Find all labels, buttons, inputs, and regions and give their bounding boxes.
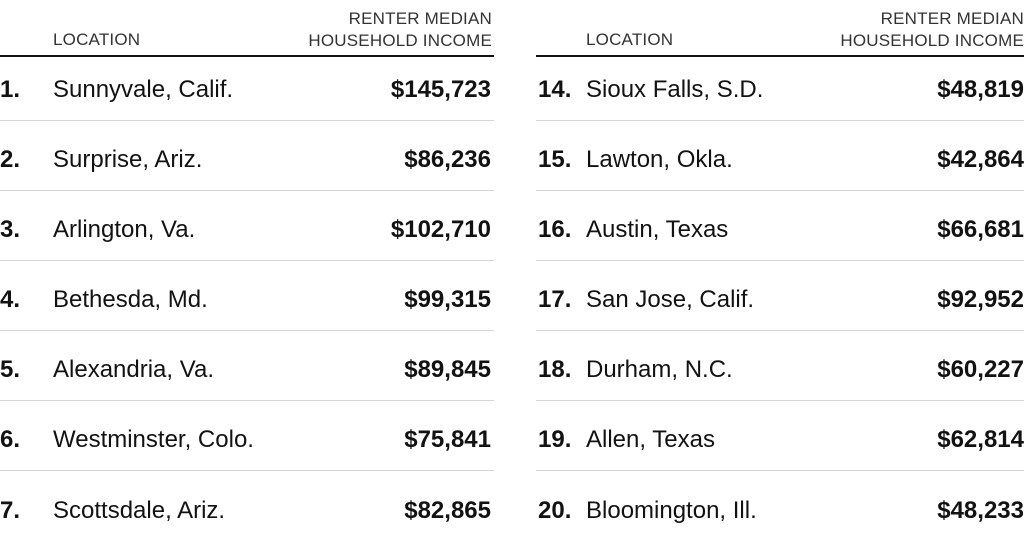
income-header-line1: RENTER MEDIAN	[348, 9, 492, 28]
location-name: Scottsdale, Ariz.	[53, 497, 226, 524]
rank-number: 15.	[538, 146, 572, 173]
income-value: $89,845	[404, 356, 491, 383]
location-name: Westminster, Colo.	[53, 426, 254, 453]
income-value: $82,865	[404, 497, 491, 524]
location-name: Arlington, Va.	[53, 216, 196, 243]
income-value: $99,315	[404, 286, 491, 313]
rank-number: 5.	[0, 356, 21, 383]
table-row: 15. Lawton, Okla. $42,864	[536, 121, 1024, 191]
income-value: $102,710	[390, 216, 491, 243]
table-row: 19. Allen, Texas $62,814	[536, 401, 1024, 471]
location-name: Sunnyvale, Calif.	[53, 76, 234, 103]
table-row: 20. Bloomington, Ill. $48,233	[536, 471, 1024, 541]
rank-number: 4.	[0, 286, 21, 313]
table-row: 4. Bethesda, Md. $99,315	[0, 261, 494, 331]
income-value: $62,814	[937, 426, 1024, 453]
income-column-header: RENTER MEDIAN HOUSEHOLD INCOME	[308, 8, 492, 52]
rank-number: 19.	[538, 426, 572, 453]
location-name: Bloomington, Ill.	[586, 497, 757, 524]
location-name: Alexandria, Va.	[53, 356, 214, 383]
table-row: 1. Sunnyvale, Calif. $145,723	[0, 57, 494, 121]
location-name: Surprise, Ariz.	[53, 146, 203, 173]
income-header-line2: HOUSEHOLD INCOME	[840, 31, 1024, 50]
location-name: Bethesda, Md.	[53, 286, 208, 313]
rank-number: 1.	[0, 76, 21, 103]
income-value: $48,819	[937, 76, 1024, 103]
table-row: 6. Westminster, Colo. $75,841	[0, 401, 494, 471]
rank-number: 20.	[538, 497, 572, 524]
income-column-header: RENTER MEDIAN HOUSEHOLD INCOME	[840, 8, 1024, 52]
location-name: San Jose, Calif.	[586, 286, 755, 313]
rank-number: 17.	[538, 286, 572, 313]
location-name: Austin, Texas	[586, 216, 729, 243]
table-header: LOCATION RENTER MEDIAN HOUSEHOLD INCOME	[536, 0, 1024, 57]
table-row: 16. Austin, Texas $66,681	[536, 191, 1024, 261]
location-column-header: LOCATION	[586, 30, 674, 49]
location-column-header: LOCATION	[53, 30, 141, 49]
table-row: 2. Surprise, Ariz. $86,236	[0, 121, 494, 191]
income-value: $92,952	[937, 286, 1024, 313]
income-value: $48,233	[937, 497, 1024, 524]
location-name: Sioux Falls, S.D.	[586, 76, 764, 103]
rank-number: 16.	[538, 216, 572, 243]
rank-number: 6.	[0, 426, 21, 453]
rank-number: 3.	[0, 216, 21, 243]
income-value: $66,681	[937, 216, 1024, 243]
rank-number: 7.	[0, 497, 21, 524]
income-header-line2: HOUSEHOLD INCOME	[308, 31, 492, 50]
table-row: 14. Sioux Falls, S.D. $48,819	[536, 57, 1024, 121]
ranking-table-right: LOCATION RENTER MEDIAN HOUSEHOLD INCOME …	[536, 0, 1024, 541]
income-value: $75,841	[404, 426, 491, 453]
rank-number: 14.	[538, 76, 572, 103]
table-body: 1. Sunnyvale, Calif. $145,723 2. Surpris…	[0, 57, 494, 541]
income-value: $86,236	[404, 146, 491, 173]
rank-number: 18.	[538, 356, 572, 383]
location-name: Lawton, Okla.	[586, 146, 733, 173]
table-header: LOCATION RENTER MEDIAN HOUSEHOLD INCOME	[0, 0, 494, 57]
income-header-line1: RENTER MEDIAN	[880, 9, 1024, 28]
table-body: 14. Sioux Falls, S.D. $48,819 15. Lawton…	[536, 57, 1024, 541]
income-value: $42,864	[937, 146, 1024, 173]
ranking-table-left: LOCATION RENTER MEDIAN HOUSEHOLD INCOME …	[0, 0, 494, 541]
table-row: 18. Durham, N.C. $60,227	[536, 331, 1024, 401]
table-row: 3. Arlington, Va. $102,710	[0, 191, 494, 261]
income-value: $145,723	[390, 76, 491, 103]
location-name: Durham, N.C.	[586, 356, 733, 383]
table-row: 7. Scottsdale, Ariz. $82,865	[0, 471, 494, 541]
location-name: Allen, Texas	[586, 426, 715, 453]
rank-number: 2.	[0, 146, 21, 173]
table-row: 5. Alexandria, Va. $89,845	[0, 331, 494, 401]
income-value: $60,227	[937, 356, 1024, 383]
table-row: 17. San Jose, Calif. $92,952	[536, 261, 1024, 331]
